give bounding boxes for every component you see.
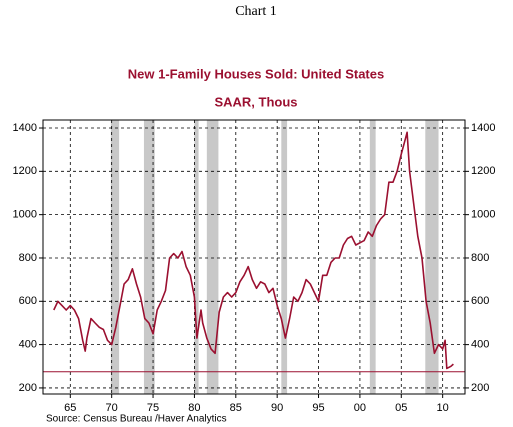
recession-band (425, 120, 439, 394)
y2-tick-label: 200 (471, 382, 489, 394)
x-tick-label: 85 (230, 402, 242, 414)
y2-tick-label: 400 (471, 339, 489, 351)
y2-tick-label: 1400 (471, 122, 495, 134)
chart-subtitle: SAAR, Thous (214, 94, 297, 109)
recession-band (281, 120, 288, 394)
y-tick-label: 1200 (13, 165, 37, 177)
x-tick-label: 95 (312, 402, 324, 414)
y-tick-label: 1400 (13, 122, 37, 134)
y2-tick-label: 600 (471, 295, 489, 307)
source: Source: Census Bureau /Haver Analytics (46, 414, 227, 425)
x-tick-label: 00 (354, 402, 366, 414)
y-tick-label: 600 (19, 295, 37, 307)
y2-tick-label: 800 (471, 252, 489, 264)
y2-tick-label: 1200 (471, 165, 495, 177)
x-tick-label: 05 (395, 402, 407, 414)
chart-title: New 1-Family Houses Sold: United States (128, 66, 384, 81)
recession-band (206, 120, 219, 394)
x-tick-label: 90 (271, 402, 283, 414)
x-tick-label: 10 (437, 402, 449, 414)
x-tick-label: 80 (188, 402, 200, 414)
x-tick-label: 70 (106, 402, 118, 414)
y-tick-label: 800 (19, 252, 37, 264)
y-tick-label: 400 (19, 339, 37, 351)
plot-frame (42, 119, 466, 395)
x-tick-label: 65 (64, 402, 76, 414)
x-tick-label: 75 (147, 402, 159, 414)
recession-band (143, 120, 155, 394)
recession-band (110, 120, 120, 394)
caption: Chart 1 (235, 4, 277, 19)
recession-band (194, 120, 199, 394)
y-tick-label: 200 (19, 382, 37, 394)
y2-tick-label: 1000 (471, 209, 495, 221)
recession-band (369, 120, 376, 394)
series-line (53, 131, 454, 370)
y-tick-label: 1000 (13, 209, 37, 221)
